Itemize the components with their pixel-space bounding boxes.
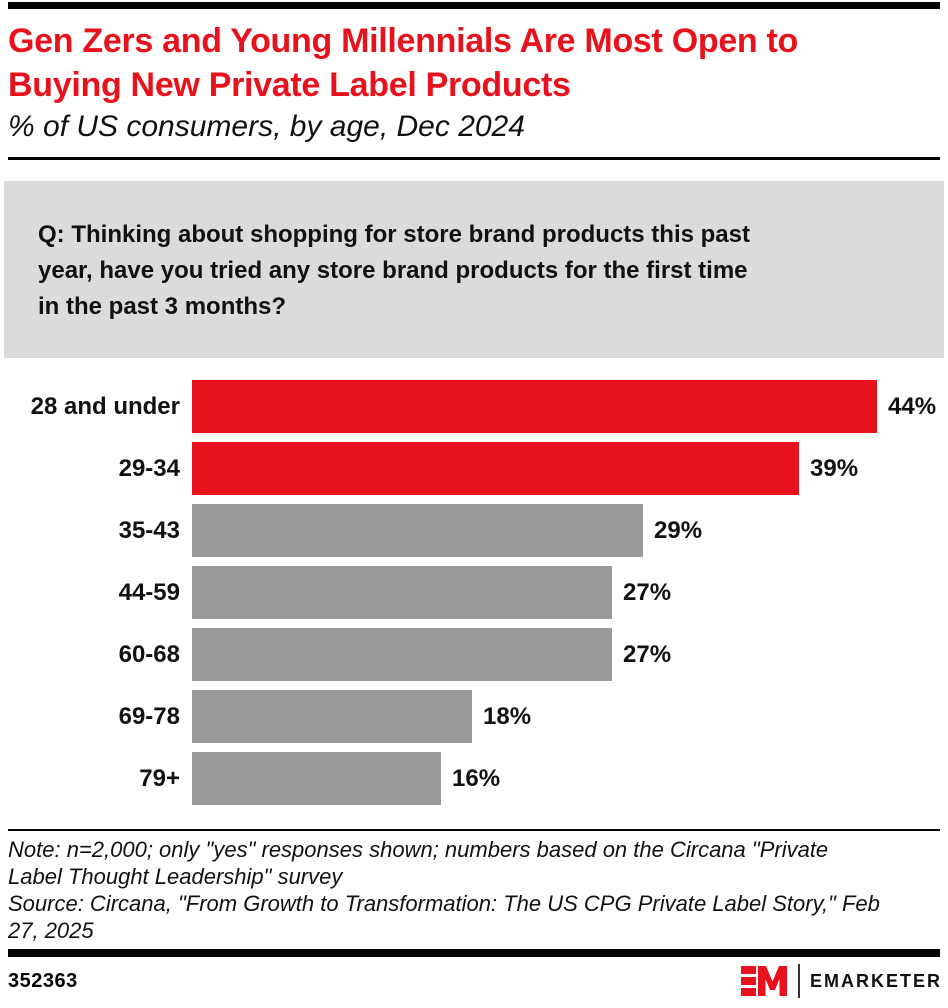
bar-row: 69-78 18% — [0, 690, 948, 743]
question-line-2: year, have you tried any store brand pro… — [38, 257, 748, 284]
bar-row: 79+ 16% — [0, 752, 948, 805]
source-line-2: 27, 2025 — [8, 918, 94, 943]
bar-79- — [192, 752, 441, 805]
bar-28-and-under — [192, 380, 877, 433]
bar-track: 27% — [192, 566, 948, 619]
top-rule — [8, 2, 940, 9]
note-line-1: Note: n=2,000; only "yes" responses show… — [8, 837, 829, 862]
question-line-1: Q: Thinking about shopping for store bra… — [38, 221, 750, 248]
bar-69-78 — [192, 690, 472, 743]
category-label: 35-43 — [118, 516, 180, 544]
category-label: 28 and under — [30, 392, 180, 420]
source-line-1: Source: Circana, "From Growth to Transfo… — [8, 891, 880, 916]
note-line-2: Label Thought Leadership" survey — [8, 864, 343, 889]
value-label: 27% — [623, 640, 672, 668]
bar-row: 35-43 29% — [0, 504, 948, 557]
logo-divider — [797, 964, 800, 998]
value-label: 44% — [888, 392, 937, 420]
bar-track: 44% — [192, 380, 948, 433]
page-title-line2: Buying New Private Label Products — [8, 66, 571, 104]
page-title: Gen Zers and Young Millennials Are Most … — [8, 19, 940, 107]
bar-track: 27% — [192, 628, 948, 681]
page-title-line1: Gen Zers and Young Millennials Are Most … — [8, 22, 799, 60]
bar-row: 60-68 27% — [0, 628, 948, 681]
bar-row: 44-59 27% — [0, 566, 948, 619]
notes-divider — [8, 829, 940, 831]
survey-question-box: Q: Thinking about shopping for store bra… — [4, 181, 944, 358]
bar-44-59 — [192, 566, 612, 619]
notes-block: Note: n=2,000; only "yes" responses show… — [8, 836, 940, 944]
question-line-3: in the past 3 months? — [38, 293, 287, 320]
category-label: 29-34 — [118, 454, 180, 482]
bar-29-34 — [192, 442, 799, 495]
bar-35-43 — [192, 504, 643, 557]
bar-track: 16% — [192, 752, 948, 805]
value-label: 18% — [483, 702, 532, 730]
category-label: 60-68 — [118, 640, 180, 668]
bar-60-68 — [192, 628, 612, 681]
bar-track: 29% — [192, 504, 948, 557]
category-label: 69-78 — [118, 702, 180, 730]
bar-chart: 28 and under 44% 29-34 39% 35-43 29% 44-59 27% 6… — [0, 380, 948, 805]
value-label: 16% — [452, 764, 501, 792]
em-logo-icon — [740, 966, 787, 996]
brand-wordmark: EMARKETER — [809, 970, 942, 991]
page-subtitle: % of US consumers, by age, Dec 2024 — [8, 110, 525, 143]
bar-track: 18% — [192, 690, 948, 743]
category-label: 79+ — [139, 764, 180, 792]
category-label: 44-59 — [118, 578, 180, 606]
bar-row: 29-34 39% — [0, 442, 948, 495]
bar-row: 28 and under 44% — [0, 380, 948, 433]
value-label: 39% — [810, 454, 859, 482]
bar-track: 39% — [192, 442, 948, 495]
value-label: 29% — [654, 516, 703, 544]
footer: 352363 EMARKETER — [0, 957, 948, 998]
footer-rule — [8, 949, 940, 957]
header-divider — [8, 157, 940, 160]
chart-id: 352363 — [8, 969, 78, 992]
value-label: 27% — [623, 578, 672, 606]
emarketer-logo: EMARKETER — [740, 964, 942, 998]
